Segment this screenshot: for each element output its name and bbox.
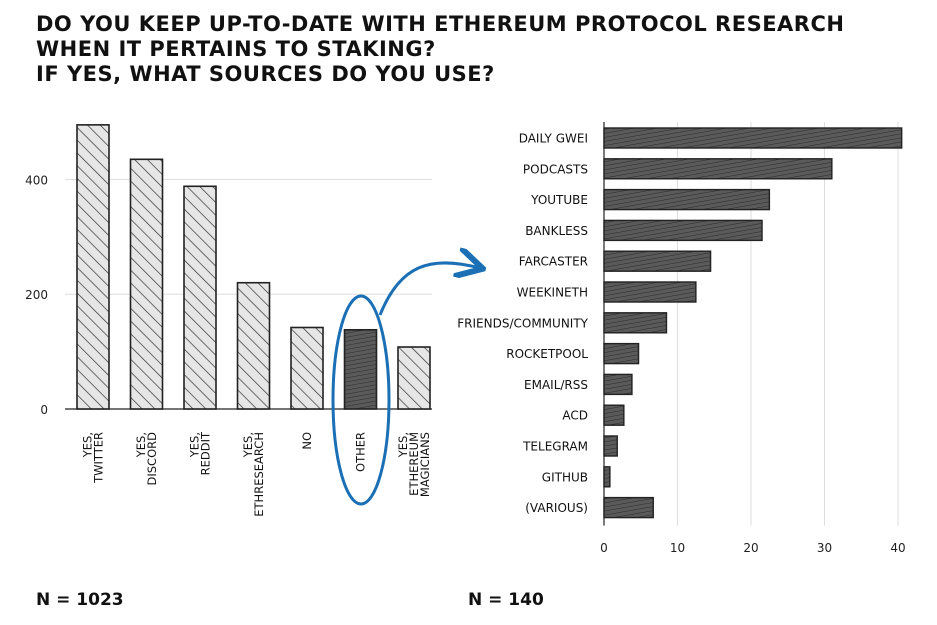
x-category-label: TWITTER: [92, 432, 106, 484]
y-category-label: FRIENDS/COMMUNITY: [457, 316, 588, 330]
y-category-label: GITHUB: [542, 470, 588, 484]
right-bar-chart: 0 10 20 30 40 DAILY GWEI PODCASTS YOUTUBE BANKLE…: [457, 122, 906, 555]
y-category-label: ACD: [562, 409, 588, 423]
x-category-label: ETHRESEARCH: [252, 432, 266, 517]
bar: [603, 404, 625, 426]
y-category-label: PODCASTS: [523, 162, 588, 176]
y-category-label: WEEKINETH: [517, 286, 588, 300]
bar: [603, 281, 697, 303]
bar: [603, 127, 903, 149]
y-category-label: (VARIOUS): [525, 501, 588, 515]
x-category-label: DISCORD: [145, 432, 159, 486]
highlight-annotation: [331, 263, 480, 506]
bar: [397, 346, 431, 410]
x-category-label: MAGICIANS: [418, 432, 432, 497]
bar: [603, 250, 712, 272]
bar: [290, 326, 324, 410]
x-category-label: REDDIT: [199, 431, 213, 475]
title-line: DO YOU KEEP UP-TO-DATE WITH ETHEREUM PRO…: [36, 12, 845, 36]
x-category-label: YES,: [241, 432, 255, 458]
bar: [603, 312, 668, 334]
bar: [76, 124, 110, 410]
right-sample-size: N = 140: [468, 590, 544, 610]
x-tick-label: 30: [817, 541, 832, 555]
x-category-label: YES,: [396, 432, 410, 458]
y-tick-label: 200: [25, 288, 48, 302]
bar: [603, 466, 611, 488]
chart-title: DO YOU KEEP UP-TO-DATE WITH ETHEREUM PRO…: [36, 12, 844, 87]
x-category-label: YES,: [134, 432, 148, 458]
y-tick-label: 400: [25, 173, 48, 187]
y-category-label: EMAIL/RSS: [524, 378, 588, 392]
y-category-label: ROCKETPOOL: [506, 347, 588, 361]
bar: [603, 435, 618, 457]
arrow-connector: [378, 263, 480, 316]
x-category-label: NO: [300, 432, 314, 450]
y-category-label: TELEGRAM: [522, 440, 588, 454]
title-line: IF YES, WHAT SOURCES DO YOU USE?: [36, 62, 495, 86]
highlight-ellipse: [331, 294, 391, 506]
x-category-label: OTHER: [354, 432, 368, 472]
bar: [603, 342, 640, 365]
left-sample-size: N = 1023: [36, 590, 124, 610]
x-tick-label: 0: [600, 541, 608, 555]
title-line: WHEN IT PERTAINS TO STAKING?: [36, 37, 436, 61]
x-tick-label: 20: [743, 541, 758, 555]
bar: [603, 496, 654, 519]
x-tick-label: 10: [670, 541, 685, 555]
bar: [129, 158, 164, 410]
bar: [236, 281, 271, 410]
bar: [603, 219, 763, 242]
bar: [183, 185, 217, 410]
bar: [603, 188, 771, 211]
bar: [603, 158, 833, 180]
bar: [343, 328, 378, 410]
x-tick-label: 40: [890, 541, 905, 555]
x-category-label: YES,: [188, 432, 202, 458]
y-category-label: FARCASTER: [519, 255, 588, 269]
y-tick-label: 0: [40, 403, 48, 417]
y-category-label: DAILY GWEI: [519, 132, 588, 146]
y-category-label: YOUTUBE: [530, 193, 588, 207]
x-category-label: YES,: [81, 432, 95, 458]
y-category-label: BANKLESS: [525, 224, 588, 238]
bar: [603, 373, 633, 396]
x-category-label: ETHEREUM: [407, 432, 421, 496]
